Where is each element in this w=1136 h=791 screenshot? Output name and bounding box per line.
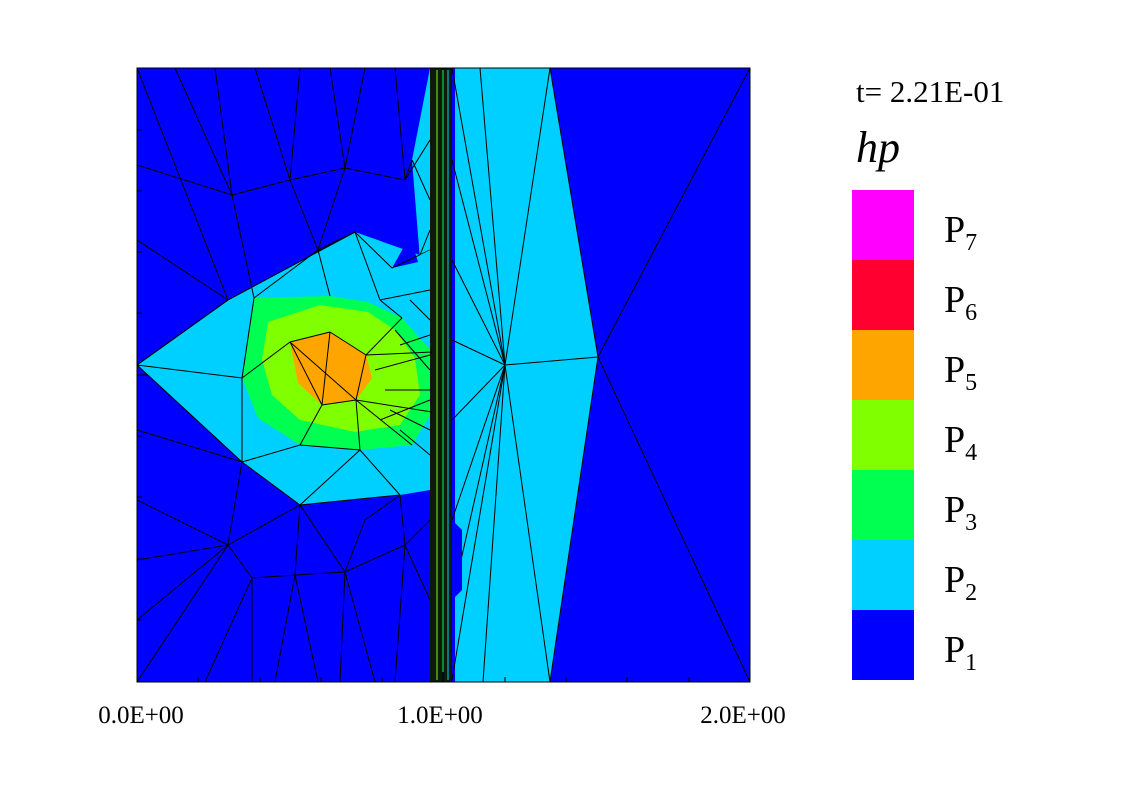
time-label: t= 2.21E-01 (856, 74, 1005, 109)
legend-label-p1: P1 (944, 629, 978, 676)
legend-swatch-p3 (852, 470, 914, 540)
region-p1-lower-notch (452, 520, 462, 600)
legend-row-p5: P5 (852, 330, 1032, 400)
legend: P7 P6 P5 P4 P3 P2 P1 (852, 190, 1032, 680)
legend-row-p6: P6 (852, 260, 1032, 330)
legend-row-p7: P7 (852, 190, 1032, 260)
legend-label-p4: P4 (944, 419, 978, 466)
shock-band-highlights (436, 70, 449, 680)
legend-swatch-p4 (852, 400, 914, 470)
region-p1-notch (392, 236, 418, 268)
x-tick-label-1: 1.0E+00 (397, 702, 483, 729)
shock-band (430, 68, 452, 682)
legend-label-p6: P6 (944, 279, 978, 326)
legend-label-p3: P3 (944, 489, 978, 536)
legend-swatch-p1 (852, 610, 914, 680)
region-p2-right (455, 68, 598, 682)
legend-row-p1: P1 (852, 610, 1032, 680)
legend-swatch-p6 (852, 260, 914, 330)
legend-swatch-p7 (852, 190, 914, 260)
x-tick-label-0: 0.0E+00 (98, 702, 184, 729)
region-p5 (290, 332, 372, 405)
legend-swatch-p2 (852, 540, 914, 610)
legend-swatch-p5 (852, 330, 914, 400)
mesh-edges (137, 68, 750, 682)
x-tick-label-2: 2.0E+00 (700, 702, 786, 729)
legend-title: hp (856, 123, 900, 172)
axis-ticks (136, 129, 751, 682)
legend-label-p7: P7 (944, 209, 978, 256)
legend-label-p5: P5 (944, 349, 978, 396)
legend-row-p2: P2 (852, 540, 1032, 610)
legend-label-p2: P2 (944, 559, 978, 606)
legend-row-p4: P4 (852, 400, 1032, 470)
legend-row-p3: P3 (852, 470, 1032, 540)
